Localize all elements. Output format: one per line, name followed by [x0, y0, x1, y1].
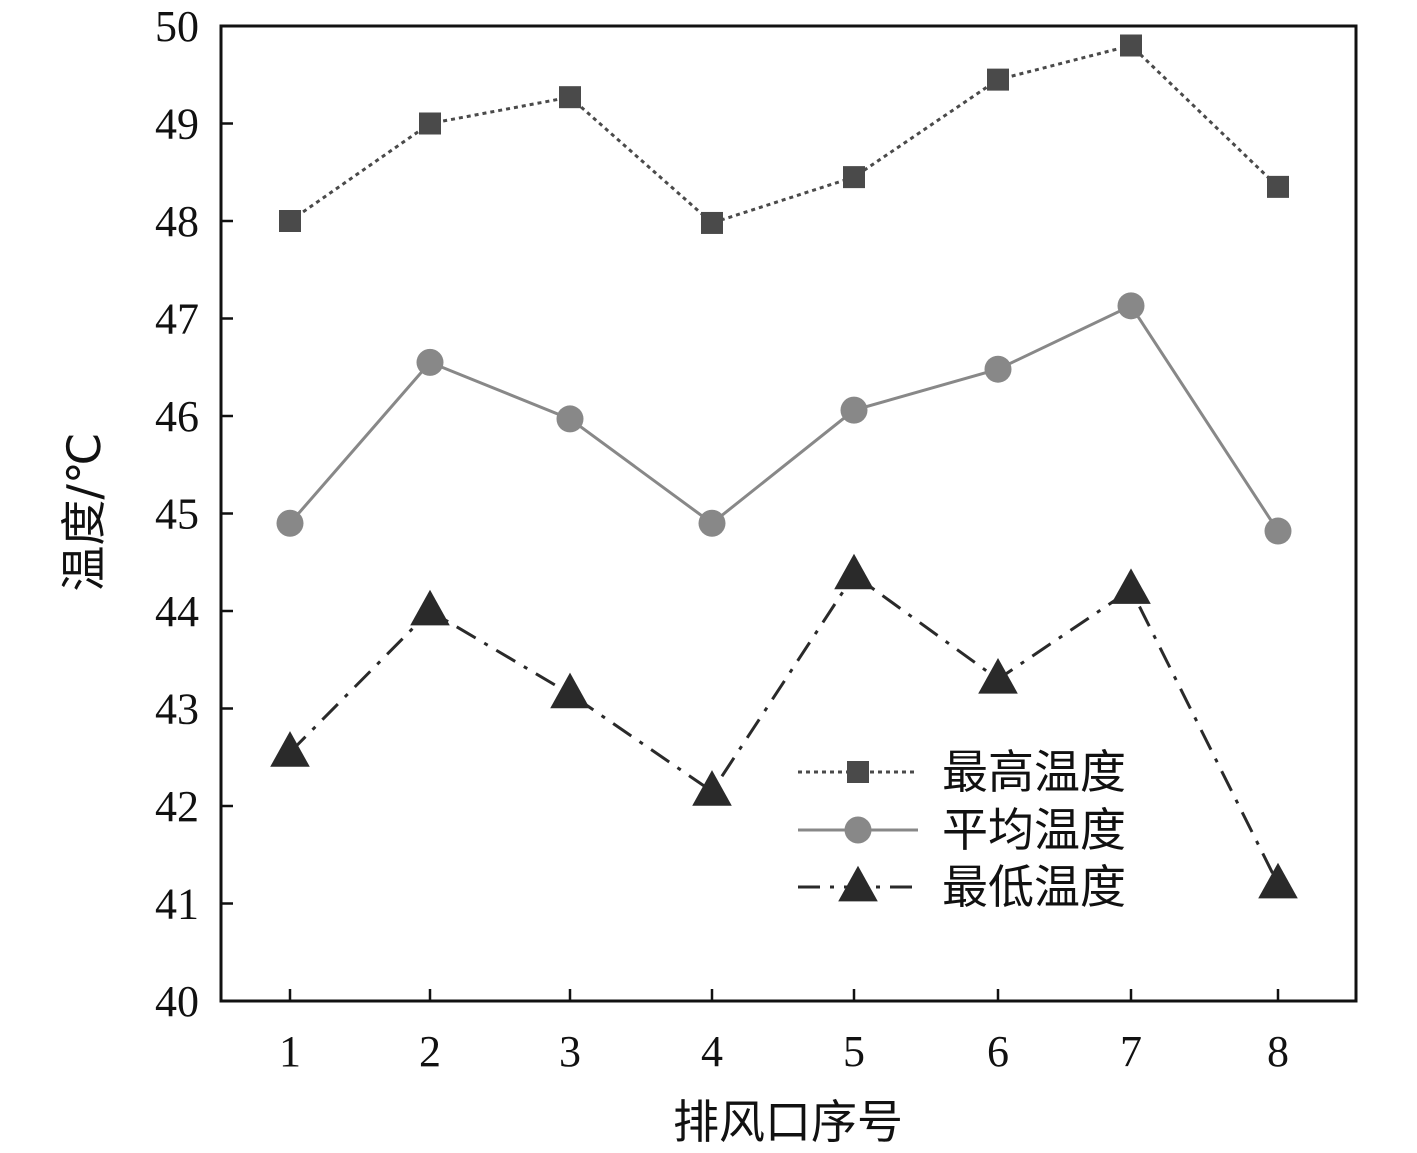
- legend-item: 最高温度: [798, 745, 1126, 799]
- y-axis-title: 温度/℃: [57, 432, 111, 591]
- y-tick-label: 49: [155, 100, 199, 149]
- data-point: [1111, 568, 1151, 604]
- data-point: [984, 355, 1012, 383]
- data-point: [279, 210, 301, 232]
- x-tick-label: 3: [559, 1027, 581, 1076]
- series-line: [289, 43, 1280, 225]
- data-point: [1120, 34, 1142, 57]
- data-point: [559, 86, 581, 109]
- data-point: [1117, 292, 1145, 320]
- legend-marker: [838, 865, 878, 902]
- y-tick-label: 50: [155, 2, 199, 51]
- x-axis: 1 2 3 4 5 6 7 8: [279, 989, 1289, 1076]
- series-line: [288, 572, 1280, 885]
- data-point: [692, 770, 732, 806]
- x-axis-title: 排风口序号: [673, 1095, 903, 1149]
- data-point: [840, 396, 868, 424]
- y-axis: 40 41 42 43 44 45 46 47 48 49 50: [155, 2, 233, 1026]
- series-triangle: [270, 553, 1298, 899]
- data-point: [987, 68, 1009, 91]
- legend-label: 最低温度: [942, 860, 1126, 914]
- legend-item: 平均温度: [798, 803, 1126, 857]
- data-point: [556, 405, 584, 433]
- series-circle: [276, 292, 1292, 545]
- data-point: [843, 166, 865, 189]
- legend-label: 最高温度: [942, 745, 1126, 799]
- legend-marker: [844, 816, 872, 844]
- data-point: [834, 553, 874, 590]
- data-point: [698, 509, 726, 537]
- data-point: [410, 589, 450, 626]
- data-point: [1267, 175, 1289, 198]
- x-tick-label: 4: [701, 1027, 723, 1076]
- x-tick-label: 2: [419, 1027, 441, 1076]
- series-line: [288, 303, 1280, 532]
- x-tick-label: 6: [987, 1027, 1009, 1076]
- data-point: [419, 112, 441, 135]
- data-point: [276, 509, 304, 537]
- x-tick-label: 1: [279, 1027, 301, 1076]
- y-tick-label: 41: [155, 880, 199, 929]
- y-tick-label: 47: [155, 295, 199, 344]
- plot-frame: [219, 24, 1358, 1003]
- y-tick-label: 45: [155, 490, 199, 539]
- legend-label: 平均温度: [942, 803, 1126, 857]
- y-tick-label: 43: [155, 685, 199, 734]
- y-tick-label: 44: [155, 587, 199, 636]
- x-tick-label: 7: [1120, 1027, 1142, 1076]
- y-tick-label: 48: [155, 197, 199, 246]
- data-point: [978, 658, 1018, 694]
- x-tick-label: 8: [1267, 1027, 1289, 1076]
- y-tick-label: 42: [155, 782, 199, 831]
- data-point: [701, 211, 723, 234]
- x-tick-label: 5: [843, 1027, 865, 1076]
- legend-item: 最低温度: [798, 860, 1126, 914]
- data-point: [416, 348, 444, 376]
- y-tick-label: 46: [155, 392, 199, 441]
- data-point: [270, 731, 310, 767]
- series-layer: [270, 34, 1298, 899]
- y-tick-label: 40: [155, 977, 199, 1026]
- data-point: [550, 672, 590, 709]
- legend-marker: [847, 761, 869, 783]
- data-point: [1258, 862, 1298, 899]
- data-point: [1264, 517, 1292, 545]
- series-square: [279, 34, 1289, 234]
